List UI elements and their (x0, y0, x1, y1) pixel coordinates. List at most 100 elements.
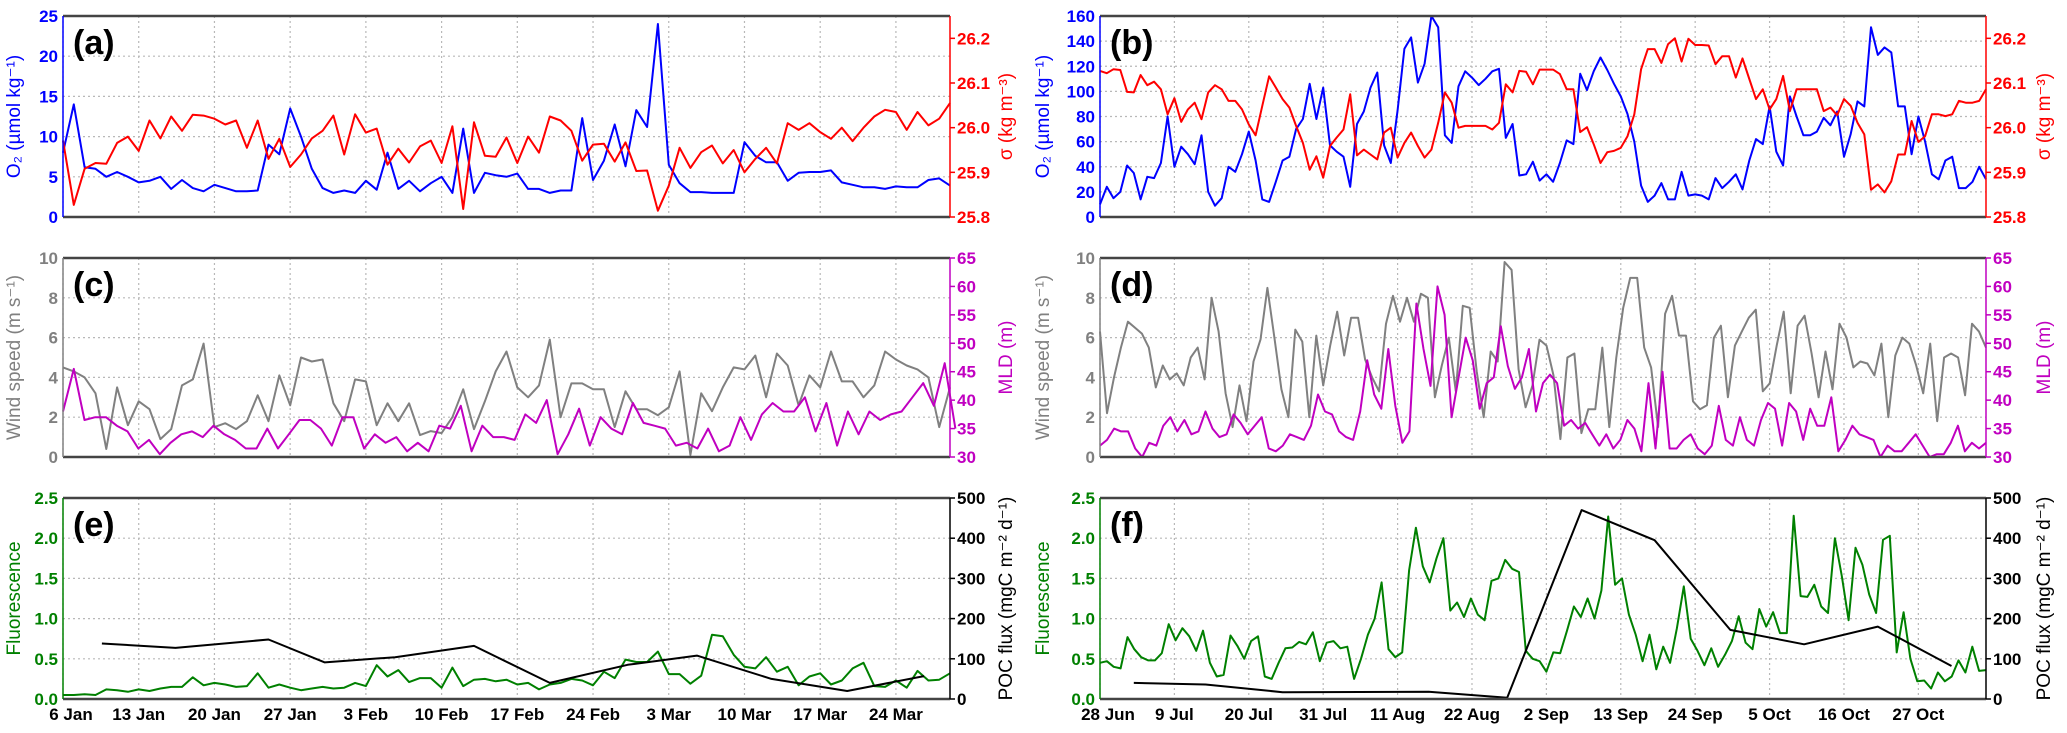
y-left-tick-label: 1.0 (1071, 610, 1095, 629)
y-right-tick-label: 25.8 (957, 208, 990, 227)
y-left-tick-label: 8 (1086, 289, 1095, 308)
series-line-mld (1099, 285, 1987, 458)
panel-label: (e) (73, 506, 115, 544)
panel-f: 0.0 0.5 1.0 1.5 2.0 2.5 0 100 200 300 400 500 28 Jun… (1033, 489, 2055, 724)
series-line-fluorescence (1099, 514, 1987, 690)
panel-e: 0.0 0.5 1.0 1.5 2.0 2.5 0 100 200 300 400 500 6 Jan 1… (4, 489, 1017, 724)
y-right-tick-label: 25.9 (1993, 163, 2026, 182)
y-left-tick-label: 0 (1086, 208, 1095, 227)
x-tick-label: 17 Mar (793, 705, 847, 724)
x-tick-label: 3 Feb (344, 705, 388, 724)
y-left-tick-label: 2 (1086, 408, 1095, 427)
series-line-poc-flux (101, 638, 925, 692)
series-line-o2 (1099, 15, 1987, 207)
panel-label: (d) (1110, 266, 1153, 304)
series-line-poc-flux (1133, 509, 1952, 699)
y-left-tick-label: 0.0 (34, 690, 58, 709)
y-right-tick-label: 35 (957, 420, 976, 439)
y-right-tick-label: 65 (1993, 249, 2012, 268)
y-right-tick-label: 30 (957, 448, 976, 467)
y-left-tick-label: 2.0 (1071, 529, 1095, 548)
y-right-tick-label: 60 (957, 277, 976, 296)
y-left-tick-label: 20 (1076, 183, 1095, 202)
y-right-axis-label: MLD (m) (996, 321, 1017, 395)
y-left-tick-label: 20 (39, 47, 58, 66)
x-tick-label: 24 Sep (1668, 705, 1723, 724)
x-tick-label: 10 Feb (415, 705, 469, 724)
x-tick-label: 3 Mar (647, 705, 692, 724)
y-right-tick-label: 26.0 (957, 119, 990, 138)
y-right-axis-label: σ (kg m⁻³) (996, 73, 1017, 160)
y-left-tick-label: 1.5 (34, 569, 58, 588)
y-right-tick-label: 50 (1993, 334, 2012, 353)
y-right-tick-label: 26.1 (1993, 74, 2026, 93)
x-tick-label: 27 Oct (1892, 705, 1944, 724)
y-left-axis-label: Fluorescence (4, 541, 25, 655)
y-left-axis-label: Wind speed (m s⁻¹) (1033, 275, 1054, 440)
series-line-wind-speed (1099, 261, 1987, 441)
y-left-tick-label: 2 (49, 408, 58, 427)
y-left-tick-label: 2.0 (34, 529, 58, 548)
y-left-tick-label: 1.0 (34, 610, 58, 629)
series-line-sigma (62, 102, 951, 212)
panel-label: (b) (1110, 24, 1153, 62)
y-left-axis-label: O₂ (µmol kg⁻¹) (1033, 55, 1054, 178)
y-left-tick-label: 1.5 (1071, 569, 1095, 588)
y-right-tick-label: 0 (1993, 690, 2002, 709)
y-left-tick-label: 0.5 (1071, 650, 1095, 669)
x-tick-label: 22 Aug (1444, 705, 1500, 724)
x-tick-label: 11 Aug (1370, 705, 1425, 724)
y-right-tick-label: 0 (957, 690, 966, 709)
y-right-tick-label: 500 (957, 489, 985, 508)
series-line-fluorescence (63, 633, 951, 696)
y-left-axis-label: Wind speed (m s⁻¹) (4, 275, 25, 440)
x-tick-label: 28 Jun (1081, 705, 1135, 724)
x-tick-label: 13 Jan (112, 705, 165, 724)
y-right-axis-label: MLD (m) (2034, 321, 2055, 395)
y-left-tick-label: 8 (49, 289, 58, 308)
y-left-tick-label: 25 (39, 7, 58, 26)
y-right-tick-label: 26.2 (1993, 29, 2026, 48)
y-left-tick-label: 100 (1067, 82, 1095, 101)
panel-a: 0 5 10 15 20 25 25.8 25.9 26.0 26.1 26.2 O₂ (µmol k… (4, 7, 1017, 227)
y-right-tick-label: 25.9 (957, 163, 990, 182)
y-right-tick-label: 40 (1993, 391, 2012, 410)
y-right-tick-label: 200 (957, 610, 985, 629)
panel-b: 0 20 40 60 80 100 120 140 160 25.8 25.9 26.0 26.1 26.… (1033, 7, 2055, 227)
y-left-tick-label: 40 (1076, 158, 1095, 177)
x-tick-label: 17 Feb (490, 705, 544, 724)
series-line-sigma (1099, 37, 1987, 194)
y-right-tick-label: 26.0 (1993, 119, 2026, 138)
y-right-tick-label: 55 (1993, 306, 2012, 325)
x-tick-label: 5 Oct (1748, 705, 1791, 724)
y-left-tick-label: 80 (1076, 108, 1095, 127)
y-right-tick-label: 50 (957, 334, 976, 353)
x-tick-label: 27 Jan (264, 705, 317, 724)
panel-label: (c) (73, 266, 115, 304)
y-right-tick-label: 30 (1993, 448, 2012, 467)
y-left-tick-label: 0 (1086, 448, 1095, 467)
y-right-tick-label: 35 (1993, 420, 2012, 439)
y-left-tick-label: 140 (1067, 32, 1095, 51)
y-left-tick-label: 6 (49, 329, 58, 348)
y-left-tick-label: 60 (1076, 133, 1095, 152)
y-right-tick-label: 45 (1993, 363, 2012, 382)
y-right-tick-label: 45 (957, 363, 976, 382)
panel-d: 0 2 4 6 8 10 30 35 40 45 50 55 60 65 Wind speed (m s⁻¹… (1033, 249, 2055, 467)
panel-c: 0 2 4 6 8 10 30 35 40 45 50 55 60 65 Wind speed (m s⁻¹… (4, 249, 1017, 467)
y-left-tick-label: 2.5 (1071, 489, 1095, 508)
y-right-tick-label: 400 (957, 529, 985, 548)
x-tick-label: 31 Jul (1299, 705, 1347, 724)
y-right-axis-label: POC flux (mgC m⁻² d⁻¹) (996, 497, 1017, 701)
y-left-tick-label: 10 (1076, 249, 1095, 268)
y-right-tick-label: 200 (1993, 610, 2021, 629)
series-line-mld (62, 362, 957, 456)
y-left-tick-label: 2.5 (34, 489, 58, 508)
series-line-o2 (62, 23, 951, 194)
series-line-wind-speed (62, 338, 951, 456)
y-right-tick-label: 26.2 (957, 29, 990, 48)
y-left-tick-label: 10 (39, 128, 58, 147)
y-left-tick-label: 120 (1067, 57, 1095, 76)
y-right-tick-label: 40 (957, 391, 976, 410)
